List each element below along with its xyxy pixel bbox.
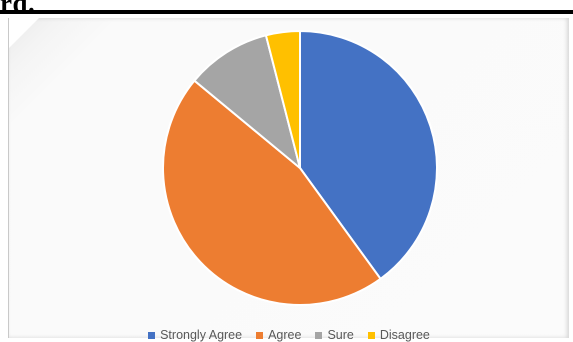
legend-label: Sure [327,328,354,342]
pie-slice-disagree [264,29,301,169]
legend-swatch [256,331,264,339]
legend-swatch [148,331,156,339]
legend-swatch [315,331,323,339]
pie-chart [162,29,438,306]
legend-label: Strongly Agree [160,328,243,342]
legend-item-strongly-agree: Strongly Agree [148,328,242,342]
legend-label: Disagree [379,328,430,342]
pie-slice-agree [162,79,382,306]
pie-slice-strongly-agree [299,29,438,281]
chart-frame: Strongly Agree Agree Sure Disagree [8,18,569,342]
legend: Strongly Agree Agree Sure Disagree [9,328,569,342]
legend-item-sure: Sure [315,328,354,342]
top-rule [0,10,573,14]
legend-item-agree: Agree [256,328,301,342]
legend-swatch [367,331,375,339]
legend-item-disagree: Disagree [367,328,430,342]
legend-label: Agree [268,328,302,342]
